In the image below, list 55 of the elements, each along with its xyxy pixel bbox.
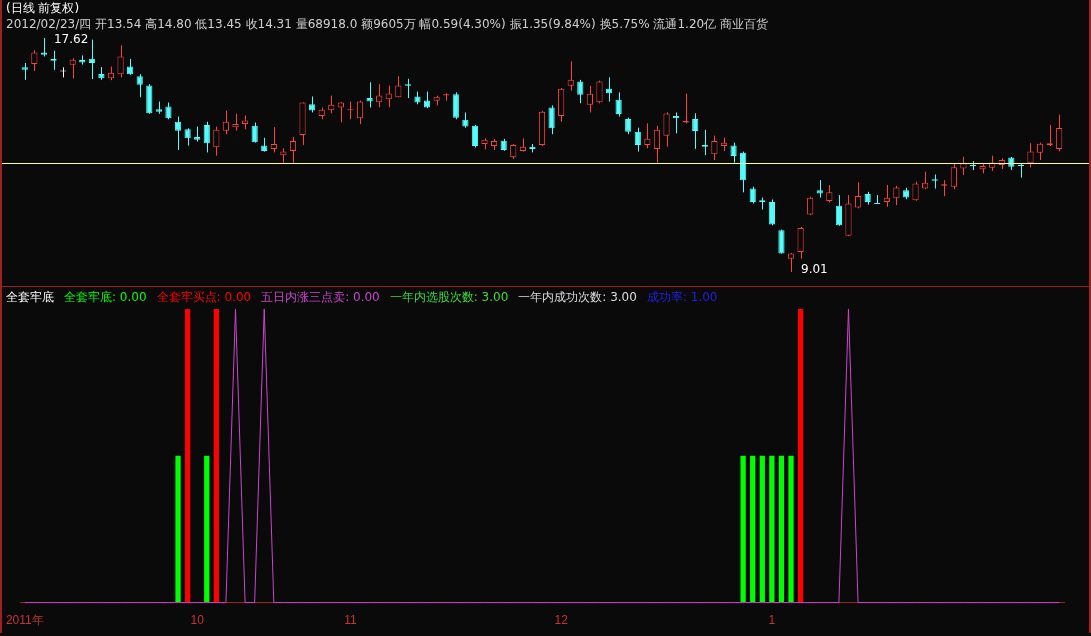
candlestick — [787, 252, 795, 273]
candlestick — [203, 121, 210, 153]
chart-title: 全套牢底 — [6, 290, 54, 304]
candlestick — [634, 127, 641, 153]
candlestick — [136, 73, 143, 98]
candlestick — [251, 122, 258, 144]
candlestick — [356, 100, 364, 125]
series-label: 五日内涨三点卖: 0.00 — [261, 290, 380, 304]
text: 一年内成功次数: 3.00 — [518, 290, 637, 304]
candlestick — [835, 194, 843, 227]
x-tick-label: 11 — [344, 613, 357, 628]
text: 全套牢底: 0.00 — [64, 290, 147, 304]
chart-subtitle: 2012/02/23/四 开13.54 高14.80 低13.45 收14.31 量68918.0 额9605万 幅0.59(4.30%) 振1.35(9.84%) 换5.75% 流通1.20亿 商业百货 — [5, 16, 769, 32]
x-tick-label: 10 — [190, 613, 205, 628]
candlestick — [366, 81, 373, 109]
candlestick — [854, 181, 862, 209]
candlestick — [222, 110, 230, 135]
candlestick — [385, 85, 392, 108]
candlestick — [471, 124, 479, 149]
candlestick — [692, 112, 699, 150]
candlestick — [663, 111, 670, 148]
candlestick — [730, 142, 737, 163]
candlestick — [653, 125, 661, 164]
x-tick-label: 1 — [768, 613, 776, 628]
candlestick — [950, 162, 957, 190]
annotation: 17.62 — [53, 32, 89, 47]
candlestick — [1027, 142, 1034, 168]
candlestick — [31, 49, 38, 72]
candlestick — [912, 181, 919, 202]
candlestick — [1056, 114, 1063, 152]
candlestick — [768, 198, 775, 226]
candlestick — [615, 91, 622, 118]
candlestick — [893, 185, 900, 206]
candlestick — [960, 156, 967, 176]
x-tick-label: 12 — [554, 613, 569, 628]
series-label: 全套牢买点: 0.00 — [156, 290, 252, 304]
candlestick — [452, 91, 459, 120]
candlestick — [69, 57, 76, 79]
candlestick — [117, 44, 124, 78]
x-tick-label: 2011年 — [5, 613, 44, 628]
candlestick — [711, 135, 718, 161]
candlestick — [567, 60, 574, 92]
candlestick — [577, 79, 584, 104]
candlestick — [797, 226, 804, 260]
candlestick — [586, 85, 593, 113]
chart-title: (日线 前复权) — [5, 0, 81, 16]
candlestick — [40, 37, 48, 57]
candlestick — [213, 126, 220, 157]
text: 成功率: 1.00 — [646, 290, 718, 304]
candlestick — [548, 104, 555, 135]
annotation: 9.01 — [801, 262, 828, 277]
candlestick — [807, 196, 814, 216]
text: 一年内选股次数: 3.00 — [389, 290, 509, 304]
candlestick — [270, 126, 277, 153]
candlestick — [174, 116, 182, 151]
